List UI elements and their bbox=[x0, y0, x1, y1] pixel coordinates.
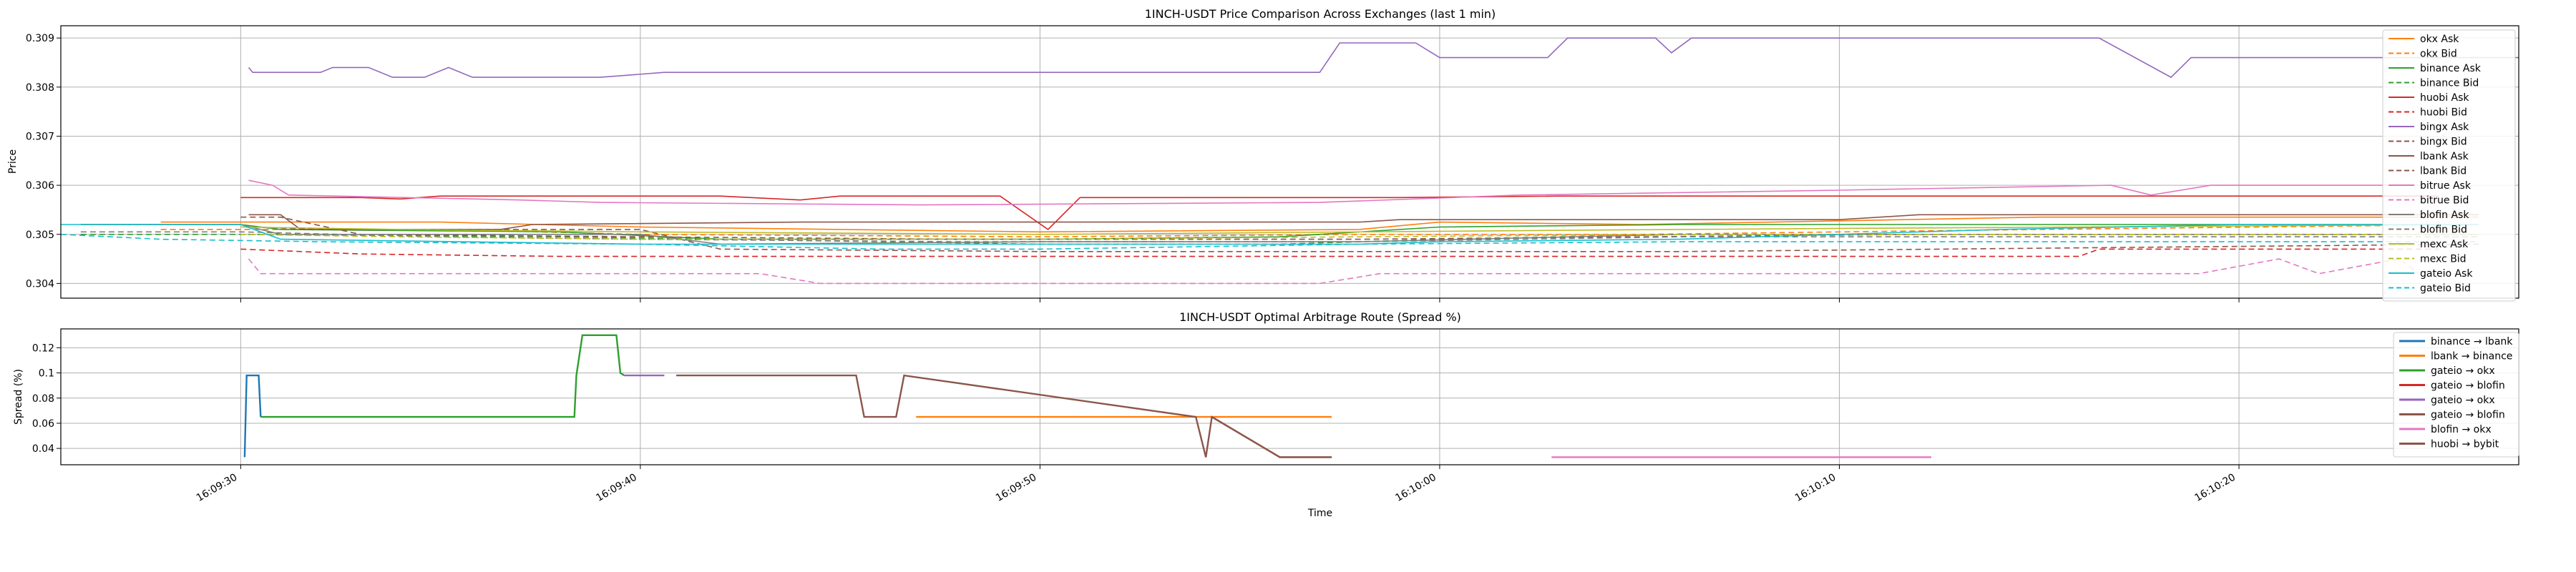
legend-label: mexc Bid bbox=[2420, 254, 2467, 265]
series-line bbox=[80, 234, 2479, 245]
legend-label: bitrue Ask bbox=[2420, 180, 2472, 192]
y-tick-label: 0.12 bbox=[32, 342, 54, 354]
spread-chart-series bbox=[243, 334, 1931, 458]
y-tick-label: 0.306 bbox=[26, 180, 54, 192]
series-line bbox=[240, 195, 2439, 230]
legend-label: bitrue Bid bbox=[2420, 195, 2469, 207]
legend-label: gateio → blofin bbox=[2431, 380, 2505, 392]
legend-label: lbank → binance bbox=[2431, 351, 2512, 363]
spread-chart-y-ticks: 0.04 0.06 0.08 0.1 0.12 bbox=[32, 342, 61, 455]
legend-label: huobi Bid bbox=[2420, 107, 2467, 119]
series-line bbox=[248, 258, 2419, 285]
y-tick-label: 0.1 bbox=[39, 368, 54, 380]
x-tick-label: 16:10:00 bbox=[1393, 472, 1438, 504]
y-tick-label: 0.307 bbox=[26, 131, 54, 142]
legend-box bbox=[2382, 29, 2516, 302]
legend-label: blofin → okx bbox=[2431, 424, 2492, 435]
series-line bbox=[248, 37, 2519, 79]
legend-label: lbank Ask bbox=[2420, 151, 2469, 162]
x-tick-label: 16:09:30 bbox=[195, 472, 239, 504]
legend-label: blofin Bid bbox=[2420, 225, 2467, 236]
price-chart-grid bbox=[61, 26, 2519, 298]
series-line bbox=[240, 234, 2479, 240]
series-line bbox=[61, 224, 2479, 245]
x-axis-label: Time bbox=[1307, 508, 1332, 519]
y-tick-label: 0.06 bbox=[32, 418, 54, 430]
series-line bbox=[1211, 416, 1332, 458]
series-line bbox=[240, 224, 2479, 235]
x-tick-label: 16:09:50 bbox=[994, 472, 1038, 504]
spread-chart: 1INCH-USDT Optimal Arbitrage Route (Spre… bbox=[13, 298, 2519, 519]
series-line bbox=[240, 248, 2439, 257]
legend-label: binance Bid bbox=[2420, 78, 2479, 89]
series-line bbox=[248, 214, 2479, 230]
series-line bbox=[248, 179, 2419, 206]
series-line bbox=[243, 374, 262, 458]
y-tick-label: 0.305 bbox=[26, 230, 54, 241]
legend-label: okx Ask bbox=[2420, 34, 2459, 45]
price-chart-y-label: Price bbox=[7, 149, 19, 174]
legend-label: huobi Ask bbox=[2420, 92, 2469, 104]
y-tick-label: 0.304 bbox=[26, 278, 54, 290]
series-line bbox=[60, 234, 2479, 250]
legend-label: huobi → bybit bbox=[2431, 439, 2499, 450]
spread-chart-y-label: Spread (%) bbox=[13, 369, 24, 425]
legend-label: mexc Ask bbox=[2420, 239, 2469, 250]
price-chart-y-ticks: 0.304 0.305 0.306 0.307 0.308 0.309 bbox=[26, 33, 61, 290]
price-chart-series bbox=[60, 37, 2519, 285]
x-tick-label: 16:10:20 bbox=[2193, 472, 2238, 504]
price-chart-legend: okx Ask okx Bid binance Ask binance Bid huob… bbox=[2382, 29, 2516, 302]
spread-chart-grid bbox=[61, 329, 2519, 465]
series-line bbox=[80, 231, 2479, 242]
legend-label: okx Bid bbox=[2420, 49, 2457, 60]
legend-label: gateio → okx bbox=[2431, 365, 2495, 377]
legend-label: gateio → blofin bbox=[2431, 410, 2505, 421]
spread-chart-legend: binance → lbank lbank → binance gateio → o… bbox=[2393, 332, 2519, 458]
x-tick-label: 16:10:10 bbox=[1793, 472, 1838, 504]
legend-label: binance Ask bbox=[2420, 63, 2482, 74]
y-tick-label: 0.04 bbox=[32, 443, 54, 455]
legend-label: binance → lbank bbox=[2431, 336, 2513, 347]
legend-label: blofin Ask bbox=[2420, 209, 2469, 221]
legend-label: bingx Ask bbox=[2420, 122, 2469, 133]
legend-label: lbank Bid bbox=[2420, 166, 2467, 177]
legend-label: gateio Bid bbox=[2420, 283, 2471, 295]
series-line bbox=[160, 216, 2479, 233]
x-tick-label: 16:09:40 bbox=[594, 472, 638, 504]
spread-chart-title: 1INCH-USDT Optimal Arbitrage Route (Spre… bbox=[1179, 310, 1461, 324]
series-line bbox=[260, 334, 625, 418]
spread-chart-frame bbox=[60, 328, 2519, 465]
y-tick-label: 0.308 bbox=[26, 82, 54, 94]
legend-label: bingx Bid bbox=[2420, 137, 2467, 148]
price-chart-frame bbox=[60, 25, 2519, 299]
legend-label: gateio → okx bbox=[2431, 395, 2495, 406]
price-chart: 1INCH-USDT Price Comparison Across Excha… bbox=[7, 7, 2519, 302]
y-tick-label: 0.08 bbox=[32, 393, 54, 405]
legend-box bbox=[2393, 332, 2519, 458]
price-chart-title: 1INCH-USDT Price Comparison Across Excha… bbox=[1145, 7, 1496, 21]
y-tick-label: 0.309 bbox=[26, 33, 54, 44]
legend-label: gateio Ask bbox=[2420, 268, 2473, 280]
